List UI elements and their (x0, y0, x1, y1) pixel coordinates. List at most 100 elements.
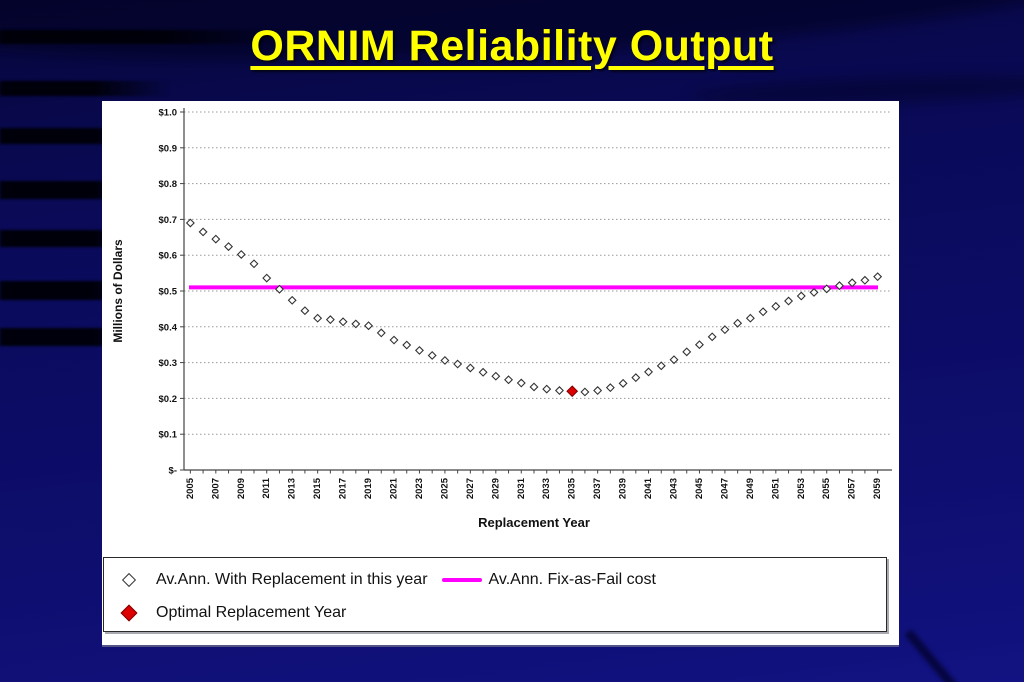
data-point-open-diamond (873, 272, 883, 282)
background-diagonal-accent (904, 629, 989, 682)
data-point-open-diamond (287, 295, 297, 305)
y-tick-label: $0.5 (159, 287, 178, 298)
data-point-open-diamond (274, 284, 284, 294)
x-tick-label: 2035 (567, 477, 578, 499)
data-point-open-diamond (440, 355, 450, 365)
data-point-open-diamond (465, 363, 475, 373)
data-point-open-diamond (325, 315, 335, 325)
y-tick-label: $0.1 (159, 430, 178, 441)
y-axis-title: Millions of Dollars (111, 239, 125, 343)
data-point-open-diamond (847, 278, 857, 288)
data-point-open-diamond (224, 242, 234, 252)
legend-label-fix-as-fail: Av.Ann. Fix-as-Fail cost (488, 570, 656, 588)
data-point-open-diamond (211, 234, 221, 244)
x-tick-label: 2005 (185, 477, 196, 499)
data-point-open-diamond (656, 361, 666, 371)
data-point-open-diamond (860, 275, 870, 285)
x-axis-title: Replacement Year (478, 515, 590, 530)
data-point-open-diamond (707, 332, 717, 342)
x-tick-label: 2057 (847, 478, 858, 499)
data-point-open-diamond (593, 386, 603, 396)
data-point-open-diamond (720, 325, 730, 335)
data-point-open-diamond (745, 313, 755, 323)
y-tick-label: $0.6 (159, 251, 178, 262)
y-tick-label: $0.3 (159, 358, 178, 369)
data-point-open-diamond (185, 218, 195, 228)
data-point-open-diamond (427, 350, 437, 360)
data-point-open-diamond (351, 319, 361, 329)
y-tick-label: $- (169, 466, 177, 477)
data-point-open-diamond (491, 371, 501, 381)
y-tick-label: $0.2 (159, 394, 178, 405)
x-tick-label: 2023 (414, 478, 425, 499)
data-point-open-diamond (300, 306, 310, 316)
magenta-line-icon (441, 577, 482, 582)
data-point-open-diamond (249, 259, 259, 269)
slide-title: ORNIM Reliability Output (250, 22, 774, 70)
x-tick-label: 2025 (439, 477, 450, 499)
x-tick-label: 2031 (516, 477, 527, 499)
x-tick-label: 2039 (618, 478, 629, 499)
x-tick-label: 2019 (363, 478, 374, 499)
data-point-open-diamond (236, 250, 246, 259)
data-point-open-diamond (389, 335, 399, 345)
legend-row-1: Av.Ann. With Replacement in this year Av… (104, 563, 886, 596)
optimal-year-marker (566, 385, 579, 398)
data-point-open-diamond (313, 313, 323, 323)
data-point-open-diamond (669, 355, 679, 365)
data-point-open-diamond (631, 373, 641, 383)
chart-legend: Av.Ann. With Replacement in this year Av… (103, 557, 887, 632)
chart-panel: $1.0 $0.9 $0.8 $0.7 $0.6 $0.5 $0.4 $0.3 $0.2 $0.1… (102, 101, 899, 645)
open-diamond-icon (121, 572, 137, 587)
red-diamond-icon (120, 604, 138, 621)
data-point-open-diamond (771, 301, 781, 311)
x-tick-label: 2045 (694, 477, 705, 499)
x-tick-label: 2043 (669, 478, 680, 499)
data-point-open-diamond (516, 378, 526, 388)
data-point-open-diamond (338, 317, 348, 327)
data-point-open-diamond (262, 273, 272, 283)
data-point-open-diamond (834, 281, 844, 291)
data-point-open-diamond (198, 227, 208, 237)
data-point-open-diamond (822, 284, 832, 294)
data-point-open-diamond (758, 307, 768, 317)
data-point-open-diamond (809, 287, 819, 297)
data-point-open-diamond (644, 367, 654, 377)
x-tick-label: 2027 (465, 478, 476, 499)
x-tick-label: 2051 (770, 477, 781, 499)
x-tick-label: 2053 (796, 478, 807, 499)
x-tick-label: 2011 (261, 477, 272, 498)
data-point-open-diamond (694, 340, 704, 350)
x-tick-label: 2029 (490, 478, 501, 499)
background-stripe (0, 81, 170, 96)
data-point-open-diamond (796, 291, 806, 301)
x-tick-label: 2037 (592, 478, 603, 499)
x-tick-label: 2013 (287, 478, 298, 499)
legend-row-2: Optimal Replacement Year (104, 596, 886, 629)
y-tick-label: $0.8 (159, 179, 178, 190)
x-tick-label: 2041 (643, 477, 654, 499)
x-tick-label: 2021 (389, 477, 400, 499)
data-point-open-diamond (682, 347, 692, 357)
data-point-open-diamond (554, 386, 564, 396)
data-point-open-diamond (618, 378, 628, 388)
data-point-open-diamond (453, 359, 463, 369)
data-point-open-diamond (402, 340, 412, 350)
data-point-open-diamond (529, 382, 539, 392)
x-tick-label: 2033 (541, 478, 552, 499)
x-tick-label: 2047 (719, 478, 730, 499)
y-tick-label: $0.9 (159, 143, 178, 154)
legend-label-optimal-year: Optimal Replacement Year (156, 603, 347, 621)
x-tick-label: 2055 (821, 477, 832, 499)
x-tick-label: 2017 (338, 478, 349, 499)
x-tick-label: 2015 (312, 477, 323, 499)
x-tick-label: 2049 (745, 478, 756, 499)
data-point-open-diamond (504, 375, 514, 385)
x-tick-label: 2059 (872, 478, 883, 499)
data-point-open-diamond (784, 296, 794, 306)
reliability-chart: $1.0 $0.9 $0.8 $0.7 $0.6 $0.5 $0.4 $0.3 $0.2 $0.1… (111, 108, 892, 530)
data-point-open-diamond (364, 321, 374, 331)
legend-label-with-replacement: Av.Ann. With Replacement in this year (156, 570, 428, 588)
data-point-open-diamond (542, 384, 552, 394)
